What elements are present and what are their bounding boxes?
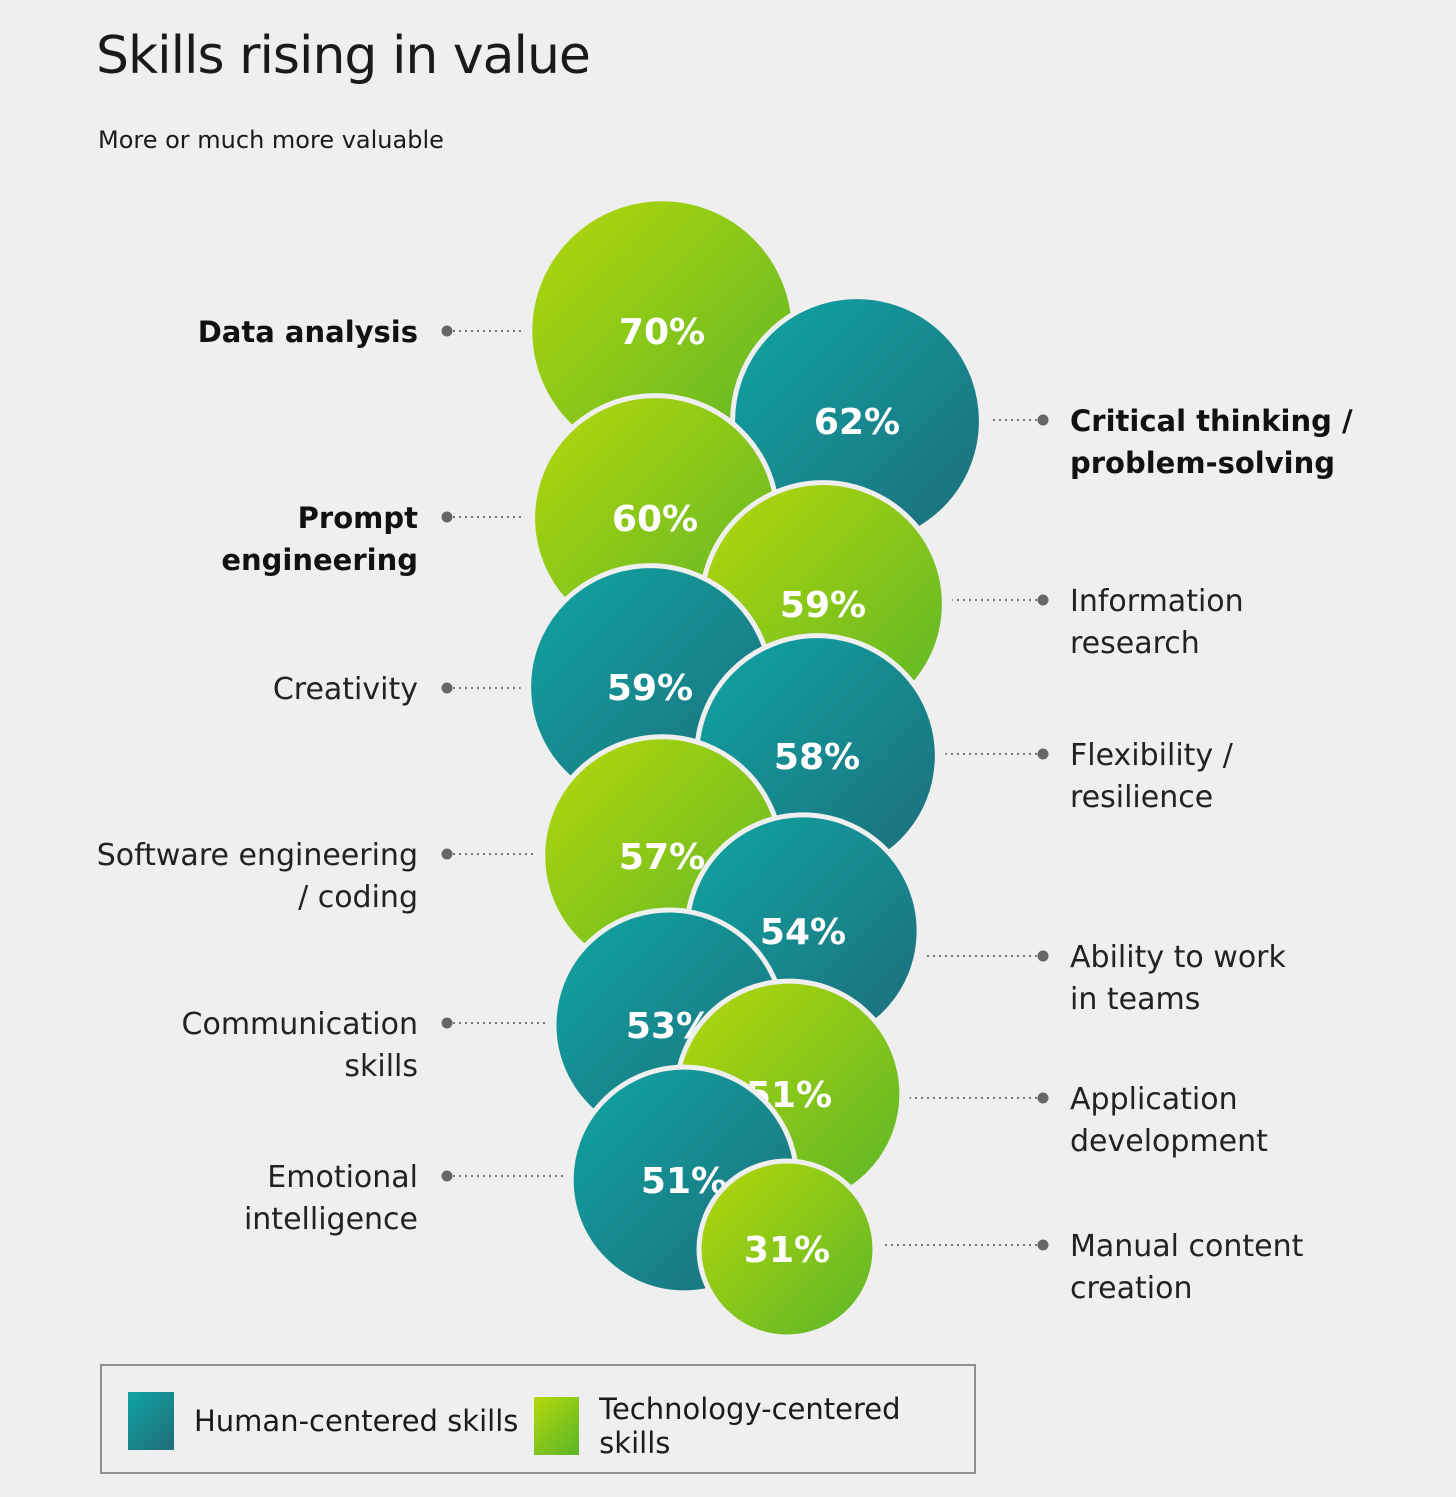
skill-label-data-analysis: Data analysis bbox=[198, 315, 418, 349]
leader-dot-emotional-intelligence bbox=[441, 1170, 453, 1182]
skill-label-critical-thinking-problem-solving: Critical thinking / problem-solving bbox=[1070, 404, 1353, 480]
skill-label-communication-skills: Communication skills bbox=[182, 1007, 418, 1084]
bubble-manual-content-creation bbox=[696, 1158, 878, 1340]
legend-swatch-tech bbox=[534, 1397, 580, 1455]
bubble-value-flexibility-resilience: 58% bbox=[774, 737, 860, 778]
leader-dot-flexibility-resilience bbox=[1037, 748, 1049, 760]
legend-item-human: Human-centered skills bbox=[128, 1392, 518, 1450]
skill-label-flexibility-resilience: Flexibility / resilience bbox=[1070, 738, 1234, 815]
leader-dot-communication-skills bbox=[441, 1017, 453, 1029]
leader-dot-manual-content-creation bbox=[1037, 1239, 1049, 1251]
skill-label-creativity: Creativity bbox=[273, 672, 418, 707]
leader-dot-prompt-engineering bbox=[441, 511, 453, 523]
chart-subtitle: More or much more valuable bbox=[98, 126, 444, 154]
legend: Human-centered skills Technology-centere… bbox=[100, 1364, 976, 1474]
legend-swatch-human bbox=[128, 1392, 174, 1450]
skill-label-emotional-intelligence: Emotional intelligence bbox=[244, 1160, 418, 1237]
bubble-value-information-research: 59% bbox=[780, 585, 866, 626]
legend-label-tech: Technology-centered skills bbox=[599, 1392, 901, 1460]
bubble-value-ability-to-work-in-teams: 54% bbox=[760, 912, 846, 953]
legend-item-tech: Technology-centered skills bbox=[534, 1392, 974, 1460]
skill-label-manual-content-creation: Manual content creation bbox=[1070, 1229, 1304, 1306]
chart-title: Skills rising in value bbox=[96, 26, 591, 86]
bubble-value-creativity: 59% bbox=[607, 668, 693, 709]
skill-label-application-development: Application development bbox=[1070, 1082, 1268, 1159]
leader-dot-information-research bbox=[1037, 594, 1049, 606]
legend-label-human: Human-centered skills bbox=[194, 1404, 519, 1438]
bubble-value-data-analysis: 70% bbox=[619, 312, 705, 353]
skill-label-software-engineering-coding: Software engineering / coding bbox=[97, 838, 418, 915]
bubble-value-manual-content-creation: 31% bbox=[744, 1230, 830, 1271]
bubble-value-critical-thinking-problem-solving: 62% bbox=[814, 402, 900, 443]
bubble-chart: 70%62%60%59%59%58%57%54%53%51%51%31% Dat… bbox=[96, 198, 1353, 1340]
leader-dot-critical-thinking-problem-solving bbox=[1037, 414, 1049, 426]
leader-dot-ability-to-work-in-teams bbox=[1037, 950, 1049, 962]
bubble-value-emotional-intelligence: 51% bbox=[641, 1161, 727, 1202]
leader-dot-software-engineering-coding bbox=[441, 848, 453, 860]
skill-label-information-research: Information research bbox=[1070, 584, 1244, 661]
bubble-value-prompt-engineering: 60% bbox=[612, 499, 698, 540]
bubble-value-software-engineering-coding: 57% bbox=[619, 837, 705, 878]
leader-dot-creativity bbox=[441, 682, 453, 694]
skill-label-prompt-engineering: Prompt engineering bbox=[221, 501, 418, 577]
leader-dot-application-development bbox=[1037, 1092, 1049, 1104]
skill-label-ability-to-work-in-teams: Ability to work in teams bbox=[1070, 940, 1287, 1017]
leader-dot-data-analysis bbox=[441, 325, 453, 337]
